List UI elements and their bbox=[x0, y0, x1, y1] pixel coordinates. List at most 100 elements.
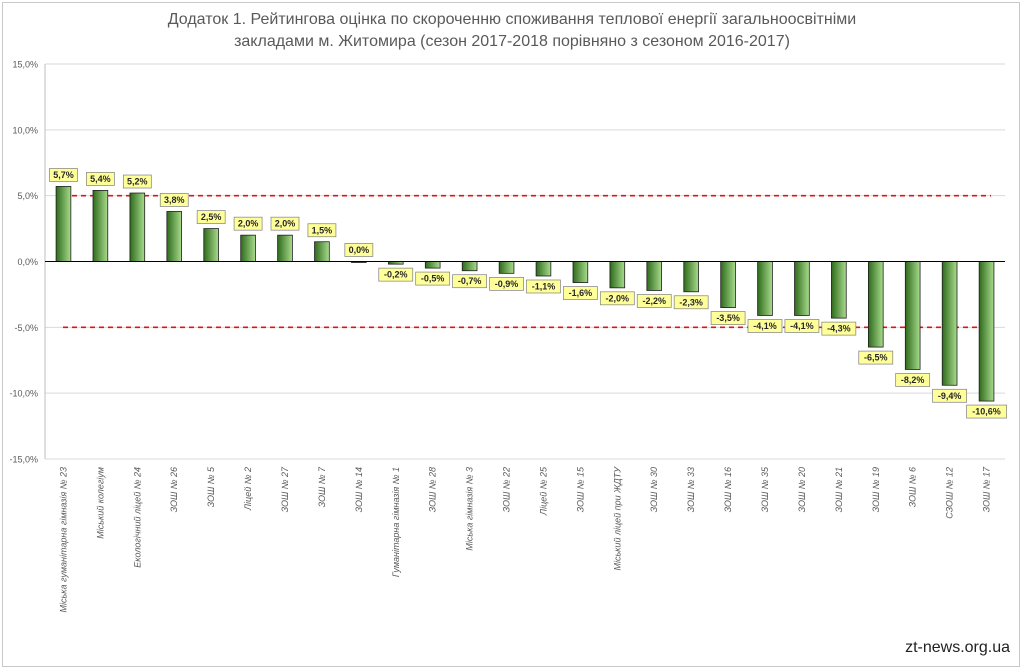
svg-text:5,7%: 5,7% bbox=[53, 170, 74, 180]
data-label: -8,2% bbox=[895, 373, 931, 387]
data-label: 2,0% bbox=[270, 216, 300, 231]
y-tick-label: -10,0% bbox=[9, 389, 38, 399]
x-tick-label: Гуманітарна гімназія № 1 bbox=[391, 467, 401, 577]
bar bbox=[646, 261, 663, 291]
x-tick-label: ЗОШ № 33 bbox=[686, 467, 696, 512]
bar bbox=[277, 234, 293, 262]
data-label: -0,9% bbox=[489, 277, 524, 291]
bar bbox=[314, 241, 330, 262]
bars bbox=[55, 186, 995, 402]
svg-text:2,0%: 2,0% bbox=[275, 219, 296, 229]
svg-text:-0,5%: -0,5% bbox=[421, 274, 445, 284]
svg-text:-1,1%: -1,1% bbox=[532, 281, 556, 291]
svg-text:-4,3%: -4,3% bbox=[827, 324, 851, 334]
bar bbox=[904, 261, 921, 370]
x-tick-label: ЗОШ № 7 bbox=[317, 466, 327, 507]
x-tick-label: ЗОШ № 28 bbox=[428, 467, 438, 512]
x-tick-label: Міська гімназія № 3 bbox=[465, 467, 475, 551]
svg-text:-2,2%: -2,2% bbox=[642, 296, 666, 306]
bar bbox=[240, 234, 256, 262]
bar bbox=[794, 261, 810, 316]
data-label: 5,2% bbox=[122, 174, 152, 189]
x-tick-label: ЗОШ № 20 bbox=[797, 467, 807, 512]
bar bbox=[203, 228, 219, 262]
bar bbox=[572, 261, 589, 283]
reference-lines bbox=[63, 194, 991, 329]
data-label: -0,2% bbox=[378, 267, 414, 282]
svg-text:2,5%: 2,5% bbox=[201, 212, 222, 222]
data-label: -4,1% bbox=[784, 319, 820, 333]
data-label: -1,1% bbox=[526, 279, 561, 294]
x-tick-label: Ліцей № 2 bbox=[243, 467, 253, 511]
x-tick-label: ЗОШ № 17 bbox=[982, 466, 992, 512]
x-tick-label: ЗОШ № 26 bbox=[169, 467, 179, 512]
data-label: 3,8% bbox=[159, 193, 189, 207]
chart-title-line-1: Додаток 1. Рейтингова оцінка по скорочен… bbox=[167, 11, 857, 28]
svg-text:-9,4%: -9,4% bbox=[938, 391, 962, 401]
bar bbox=[166, 211, 183, 262]
svg-text:5,2%: 5,2% bbox=[127, 177, 148, 187]
data-label: -2,0% bbox=[599, 291, 635, 306]
x-tick-label: ЗОШ № 22 bbox=[502, 467, 512, 512]
data-label: -6,5% bbox=[858, 350, 894, 365]
x-tick-label: ЗОШ № 5 bbox=[206, 466, 216, 507]
bar bbox=[55, 186, 72, 262]
bar bbox=[92, 189, 109, 262]
y-tick-label: 10,0% bbox=[12, 125, 38, 135]
bar bbox=[424, 261, 441, 269]
x-tick-label: ЗОШ № 6 bbox=[908, 467, 918, 507]
svg-text:0,0%: 0,0% bbox=[349, 245, 370, 255]
svg-text:1,5%: 1,5% bbox=[312, 225, 333, 235]
x-tick-label: ЗОШ № 14 bbox=[354, 467, 364, 512]
bar bbox=[609, 261, 626, 289]
svg-text:-4,1%: -4,1% bbox=[790, 321, 814, 331]
bar bbox=[498, 261, 515, 274]
svg-text:5,4%: 5,4% bbox=[90, 174, 111, 184]
svg-text:-3,5%: -3,5% bbox=[716, 313, 740, 323]
svg-text:2,0%: 2,0% bbox=[238, 219, 259, 229]
x-tick-label: ЗОШ № 30 bbox=[649, 467, 659, 512]
data-label: -4,3% bbox=[821, 321, 857, 336]
svg-text:-2,3%: -2,3% bbox=[679, 297, 703, 307]
data-labels: 5,7% 5,4% 5,2% 3,8% 2,5% 2,0% 2,0% 1,5% 0,0% -0,2… bbox=[49, 168, 1007, 419]
bar bbox=[867, 261, 884, 348]
data-label: -2,2% bbox=[636, 294, 672, 308]
bar bbox=[978, 261, 995, 402]
data-label: 5,7% bbox=[49, 168, 78, 182]
bar bbox=[129, 192, 146, 262]
bar bbox=[720, 261, 736, 308]
x-tick-label: ЗОШ № 27 bbox=[280, 466, 290, 512]
x-tick-label: ЗОШ № 35 bbox=[760, 466, 770, 512]
bar bbox=[535, 261, 552, 277]
x-tick-label: СЗОШ № 12 bbox=[945, 467, 955, 519]
svg-text:-1,6%: -1,6% bbox=[569, 288, 593, 298]
y-tick-label: 0,0% bbox=[17, 257, 38, 267]
x-tick-label: Міська гуманітарна гімназія № 23 bbox=[58, 467, 68, 613]
data-label: -1,6% bbox=[563, 286, 598, 300]
data-label: -10,6% bbox=[966, 404, 1007, 419]
x-tick-label: ЗОШ № 15 bbox=[575, 466, 585, 512]
chart-title-line-2: закладами м. Житомира (сезон 2017-2018 п… bbox=[234, 33, 790, 50]
svg-text:-0,7%: -0,7% bbox=[458, 276, 482, 286]
bar bbox=[941, 261, 958, 386]
x-tick-label: ЗОШ № 21 bbox=[834, 467, 844, 512]
x-tick-label: ЗОШ № 19 bbox=[871, 467, 881, 512]
data-label: -4,1% bbox=[747, 319, 783, 333]
bar bbox=[683, 261, 699, 293]
data-label: -2,3% bbox=[673, 295, 709, 310]
x-tick-label: Міський колегіум bbox=[95, 467, 105, 539]
svg-text:-0,2%: -0,2% bbox=[384, 270, 408, 280]
x-tick-label: Міський ліцей при ЖДТУ bbox=[612, 466, 622, 571]
y-tick-labels: 15,0% 10,0% 5,0% 0,0% -5,0% -10,0% -15,0% bbox=[9, 60, 38, 465]
data-label: -0,5% bbox=[415, 271, 451, 286]
x-tick-label: ЗОШ № 16 bbox=[723, 467, 733, 512]
y-tick-label: 5,0% bbox=[17, 191, 38, 201]
y-tick-label: 15,0% bbox=[12, 60, 38, 70]
svg-text:3,8%: 3,8% bbox=[164, 195, 185, 205]
svg-text:-0,9%: -0,9% bbox=[495, 279, 519, 289]
data-label: -3,5% bbox=[710, 311, 746, 325]
bar bbox=[461, 261, 478, 272]
chart-title: Додаток 1. Рейтингова оцінка по скорочен… bbox=[0, 9, 1024, 53]
data-label: -9,4% bbox=[932, 388, 967, 403]
